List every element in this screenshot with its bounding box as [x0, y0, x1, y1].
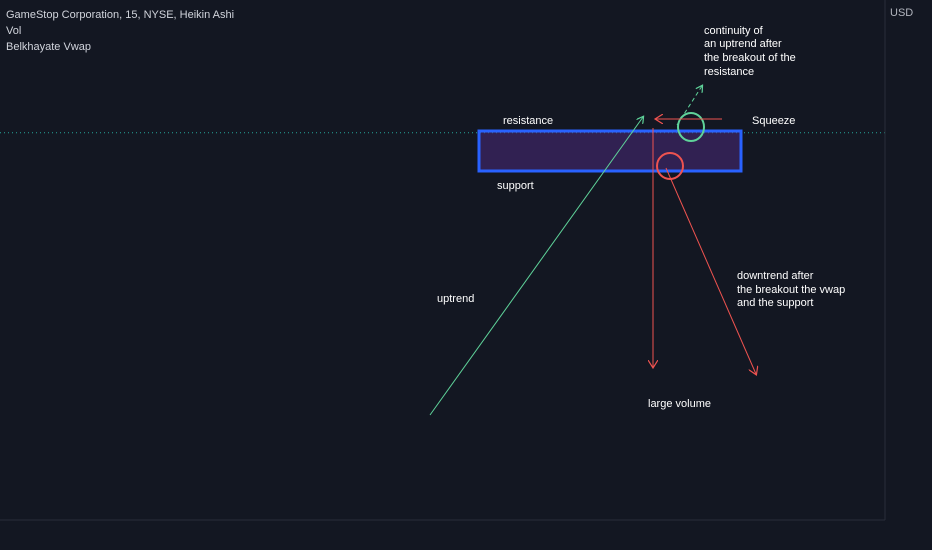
annotation: continuity of [704, 25, 764, 37]
chart-title: GameStop Corporation, 15, NYSE, Heikin A… [6, 9, 234, 21]
annotation: uptrend [437, 293, 474, 305]
annotation: and the support [737, 297, 813, 309]
indicator-label: Belkhayate Vwap [6, 41, 91, 53]
squeeze-circle [677, 112, 705, 142]
annotation: support [497, 180, 534, 192]
annotation: resistance [503, 115, 553, 127]
annotation: downtrend after [737, 270, 814, 282]
annotation: an uptrend after [704, 38, 782, 50]
annotation: the breakout of the [704, 52, 796, 64]
downtrend-arrow [665, 167, 756, 374]
currency-label: USD [890, 7, 913, 19]
annotation: large volume [648, 398, 711, 410]
annotation: resistance [704, 66, 754, 78]
annotation: Squeeze [752, 115, 795, 127]
uptrend-arrow [429, 117, 643, 416]
breakdown-circle [656, 152, 684, 180]
indicator-label: Vol [6, 25, 21, 37]
annotation: the breakout the vwap [737, 284, 845, 296]
resistance-support-box [477, 129, 743, 173]
